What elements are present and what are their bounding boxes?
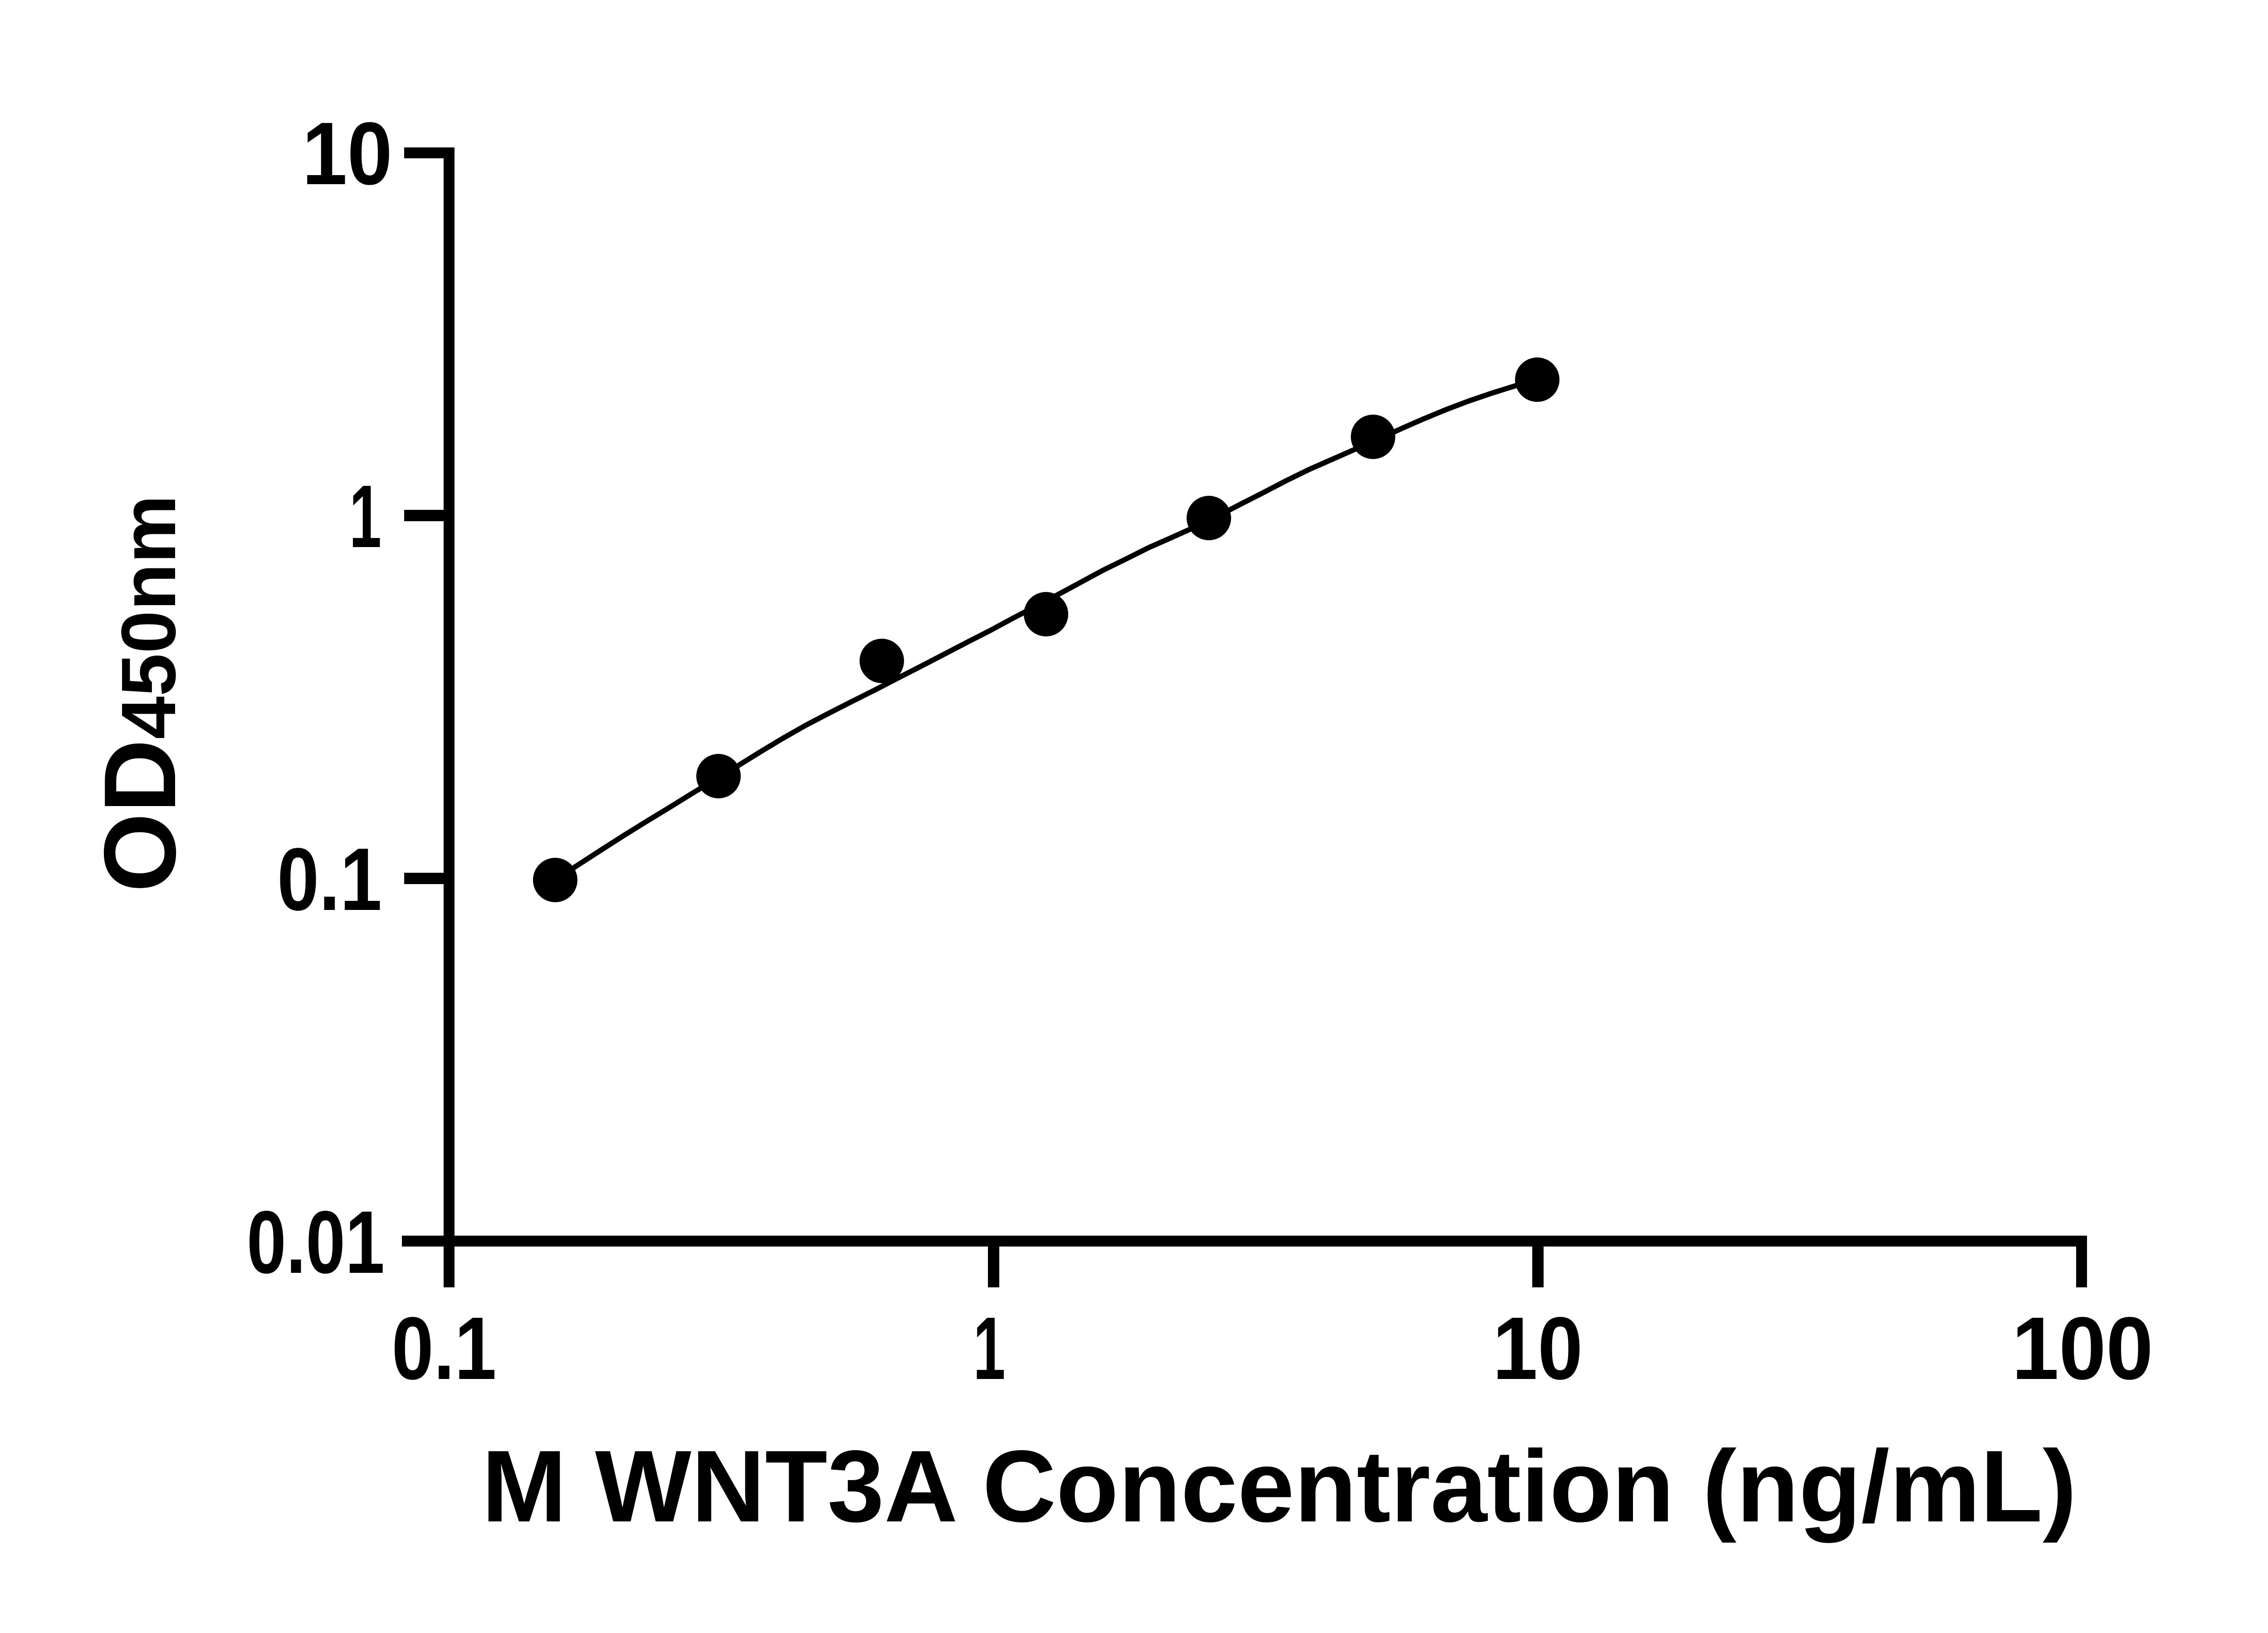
svg-text:1: 1 bbox=[973, 1299, 1006, 1398]
svg-text:OD450nm: OD450nm bbox=[83, 495, 197, 892]
svg-text:10: 10 bbox=[1493, 1299, 1583, 1398]
svg-text:M WNT3A Concentration (ng/mL): M WNT3A Concentration (ng/mL) bbox=[482, 1429, 2077, 1543]
svg-text:1: 1 bbox=[349, 467, 381, 566]
svg-text:0.01: 0.01 bbox=[247, 1193, 385, 1292]
svg-text:100: 100 bbox=[2012, 1299, 2153, 1398]
svg-text:0.1: 0.1 bbox=[392, 1299, 497, 1398]
svg-text:10: 10 bbox=[302, 104, 392, 203]
svg-text:0.1: 0.1 bbox=[277, 830, 382, 929]
